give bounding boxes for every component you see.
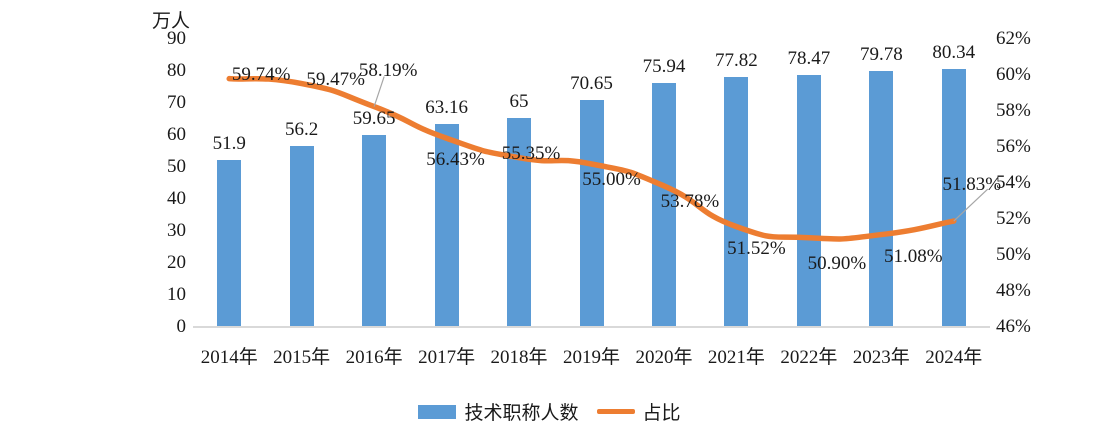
y2-axis-tick-label: 56%: [996, 136, 1031, 157]
y2-axis-tick-label: 50%: [996, 244, 1031, 265]
x-axis-tick-label: 2021年: [707, 347, 765, 368]
legend-label: 技术职称人数: [464, 403, 579, 424]
line-value-label: 59.47%: [306, 68, 365, 90]
y-axis-tick-label: 80: [167, 60, 186, 81]
x-axis-line: [193, 326, 990, 328]
y-axis-title: 万人: [152, 11, 191, 32]
x-axis-tick-label: 2014年: [200, 347, 258, 368]
y-axis-tick-label: 60: [167, 124, 186, 145]
bar: [217, 159, 242, 326]
y2-axis-tick-label: 48%: [996, 280, 1031, 301]
y-axis-tick-label: 90: [167, 28, 186, 49]
bar: [796, 74, 821, 326]
bar: [362, 135, 387, 326]
y-axis-tick-label: 0: [176, 316, 187, 337]
line-value-label: 51.83%: [942, 174, 1002, 196]
y-axis-tick-label: 40: [167, 188, 186, 209]
chart-legend: 技术职称人数 占比: [0, 398, 1099, 425]
line-value-label: 58.19%: [358, 59, 418, 81]
x-axis-tick-label: 2015年: [273, 347, 331, 368]
bar-value-label: 65: [509, 91, 529, 112]
line-value-label: 55.00%: [582, 169, 641, 190]
bar-value-label: 80.34: [932, 41, 976, 63]
legend-item[interactable]: 占比: [596, 398, 681, 425]
bar-value-label: 59.65: [352, 108, 396, 130]
y-axis-tick-label: 10: [167, 284, 186, 305]
legend-bar-swatch-icon: [418, 404, 457, 419]
y2-axis-tick-label: 52%: [996, 208, 1031, 229]
line-value-label: 51.08%: [884, 245, 943, 267]
x-axis-tick-label: 2019年: [562, 347, 620, 368]
x-axis-tick-label: 2023年: [852, 347, 910, 368]
legend-item[interactable]: 技术职称人数: [418, 398, 579, 425]
bar-value-label: 51.9: [212, 132, 246, 154]
bar-value-label: 56.2: [285, 119, 319, 141]
legend-line-swatch-icon: [596, 409, 635, 414]
y2-axis-tick-label: 46%: [996, 316, 1031, 337]
x-axis-tick-label: 2017年: [418, 347, 476, 368]
x-axis-tick-label: 2020年: [635, 347, 693, 368]
bar-value-label: 79.78: [859, 43, 903, 65]
y-axis-tick-label: 50: [167, 156, 186, 177]
legend-label: 占比: [642, 403, 681, 424]
bar-value-label: 77.82: [715, 49, 758, 71]
y-axis-tick-label: 20: [167, 252, 186, 273]
x-axis-tick-label: 2022年: [780, 347, 838, 368]
x-axis-tick-label: 2024年: [925, 347, 983, 368]
bar: [869, 70, 894, 326]
y2-axis-tick-label: 58%: [996, 100, 1031, 121]
x-axis-tick-label: 2018年: [490, 347, 548, 368]
line-value-label: 55.35%: [501, 142, 561, 164]
y-axis-tick-label: 70: [167, 92, 186, 113]
bar: [289, 146, 314, 326]
line-value-label: 51.52%: [727, 237, 786, 259]
bar: [579, 99, 604, 326]
bar-value-label: 75.94: [642, 55, 686, 77]
line-value-label: 59.74%: [231, 63, 291, 85]
y2-axis-tick-label: 54%: [996, 172, 1031, 193]
bar-value-label: 70.65: [570, 72, 613, 94]
line-value-label: 50.90%: [807, 252, 867, 274]
line-value-label: 56.43%: [426, 149, 485, 171]
x-axis-tick-label: 2016年: [345, 347, 403, 368]
bar-value-label: 78.47: [787, 47, 831, 69]
y-axis-tick-label: 30: [167, 220, 186, 241]
line-value-label: 53.78%: [660, 190, 720, 212]
y2-axis-tick-label: 62%: [996, 28, 1031, 49]
bar-value-label: 63.16: [425, 96, 468, 118]
bar: [941, 68, 966, 326]
y2-axis-tick-label: 60%: [996, 64, 1031, 85]
